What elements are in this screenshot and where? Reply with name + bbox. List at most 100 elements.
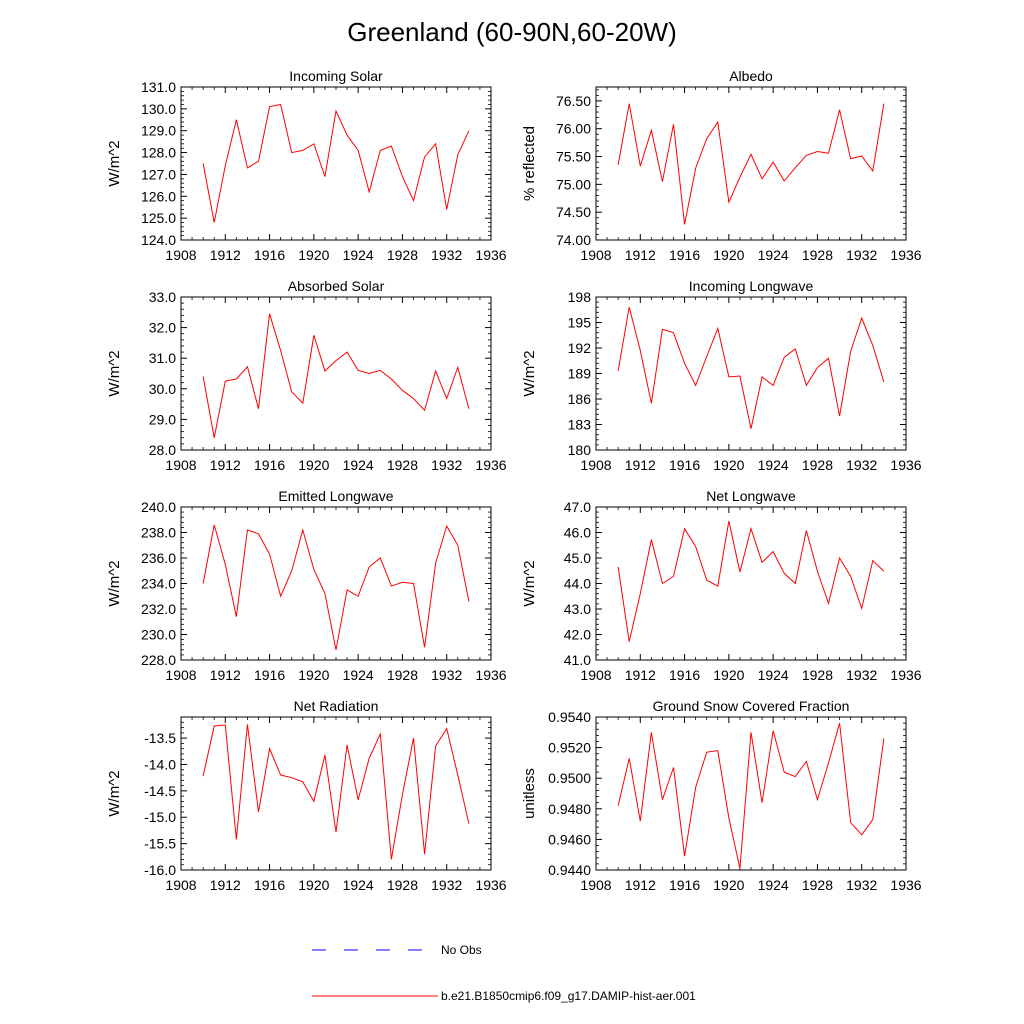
albedo-series-line xyxy=(617,103,885,225)
ground-snow-covered-fraction-ytick-label: 0.9440 xyxy=(548,862,591,878)
incoming-solar-xtick-label: 1924 xyxy=(343,247,374,263)
albedo-ytick-label: 75.50 xyxy=(556,149,591,165)
albedo-xtick-label: 1936 xyxy=(890,247,921,263)
net-longwave-xtick-label: 1912 xyxy=(625,667,656,683)
chart-net-longwave: Net Longwave W/m^2 1908 1912 1916 1920 1924 192… xyxy=(521,488,922,683)
net-longwave-title: Net Longwave xyxy=(706,488,796,504)
emitted-longwave-ytick-label: 240.0 xyxy=(141,499,176,515)
absorbed-solar-xtick-label: 1924 xyxy=(343,457,374,473)
albedo-ytick-label: 74.00 xyxy=(556,232,591,248)
ground-snow-covered-fraction-xtick-label: 1920 xyxy=(713,877,744,893)
incoming-longwave-ytick-label: 183 xyxy=(568,417,592,433)
net-radiation-xtick-label: 1916 xyxy=(254,877,285,893)
net-longwave-xtick-label: 1932 xyxy=(846,667,877,683)
chart-incoming-longwave: Incoming Longwave W/m^2 1908 1912 1916 1920 19… xyxy=(521,278,922,473)
net-longwave-series-line xyxy=(617,520,885,642)
albedo-ylabel: % reflected xyxy=(521,126,538,201)
emitted-longwave-ylabel: W/m^2 xyxy=(106,560,123,606)
absorbed-solar-xtick-label: 1936 xyxy=(475,457,506,473)
incoming-solar-xtick-label: 1912 xyxy=(210,247,241,263)
ground-snow-covered-fraction-ylabel: unitless xyxy=(521,768,538,819)
absorbed-solar-ytick-label: 33.0 xyxy=(149,289,176,305)
legend-no-obs-label: No Obs xyxy=(441,943,482,957)
incoming-solar-series-line xyxy=(202,103,470,223)
albedo-xtick-label: 1924 xyxy=(758,247,789,263)
incoming-solar-title: Incoming Solar xyxy=(289,68,383,84)
incoming-solar-ytick-label: 131.0 xyxy=(141,79,176,95)
emitted-longwave-series-line xyxy=(202,524,470,650)
chart-emitted-longwave: Emitted Longwave W/m^2 1908 1912 1916 1920 192… xyxy=(106,488,507,683)
incoming-solar-ytick-label: 130.0 xyxy=(141,101,176,117)
incoming-longwave-xtick-label: 1932 xyxy=(846,457,877,473)
emitted-longwave-ytick-label: 232.0 xyxy=(141,601,176,617)
net-radiation-ytick-label: -13.5 xyxy=(144,730,176,746)
emitted-longwave-title: Emitted Longwave xyxy=(278,488,393,504)
net-radiation-xtick-label: 1936 xyxy=(475,877,506,893)
absorbed-solar-ytick-label: 28.0 xyxy=(149,442,176,458)
ground-snow-covered-fraction-ytick-label: 0.9540 xyxy=(548,709,591,725)
emitted-longwave-xtick-label: 1924 xyxy=(343,667,374,683)
net-longwave-xtick-label: 1916 xyxy=(669,667,700,683)
ground-snow-covered-fraction-xtick-label: 1928 xyxy=(802,877,833,893)
albedo-ytick-label: 75.00 xyxy=(556,176,591,192)
figure-title: Greenland (60-90N,60-20W) xyxy=(347,17,677,47)
incoming-solar-ytick-label: 124.0 xyxy=(141,232,176,248)
absorbed-solar-ytick-label: 32.0 xyxy=(149,320,176,336)
albedo-ytick-label: 74.50 xyxy=(556,204,591,220)
incoming-solar-ytick-label: 127.0 xyxy=(141,166,176,182)
net-radiation-ytick-label: -14.0 xyxy=(144,756,176,772)
absorbed-solar-xtick-label: 1912 xyxy=(210,457,241,473)
net-longwave-ytick-label: 43.0 xyxy=(564,601,591,617)
chart-absorbed-solar: Absorbed Solar W/m^2 1908 1912 1916 1920 1924 1… xyxy=(106,278,507,473)
legend-model-label: b.e21.B1850cmip6.f09_g17.DAMIP-hist-aer.… xyxy=(441,989,696,1003)
incoming-longwave-ytick-label: 180 xyxy=(568,442,592,458)
ground-snow-covered-fraction-ytick-label: 0.9460 xyxy=(548,831,591,847)
net-longwave-xtick-label: 1936 xyxy=(890,667,921,683)
net-radiation-series-line xyxy=(202,724,470,860)
emitted-longwave-ytick-label: 238.0 xyxy=(141,525,176,541)
albedo-xtick-label: 1932 xyxy=(846,247,877,263)
emitted-longwave-xtick-label: 1932 xyxy=(431,667,462,683)
incoming-longwave-ytick-label: 186 xyxy=(568,391,592,407)
incoming-longwave-xtick-label: 1916 xyxy=(669,457,700,473)
absorbed-solar-xtick-label: 1916 xyxy=(254,457,285,473)
net-radiation-xtick-label: 1908 xyxy=(165,877,196,893)
net-longwave-ytick-label: 45.0 xyxy=(564,550,591,566)
incoming-solar-ytick-label: 129.0 xyxy=(141,123,176,139)
ground-snow-covered-fraction-xtick-label: 1912 xyxy=(625,877,656,893)
net-longwave-xtick-label: 1928 xyxy=(802,667,833,683)
emitted-longwave-xtick-label: 1936 xyxy=(475,667,506,683)
chart-incoming-solar: Incoming Solar W/m^2 1908 1912 1916 1920 1924 1… xyxy=(106,68,507,263)
net-radiation-title: Net Radiation xyxy=(294,698,379,714)
absorbed-solar-xtick-label: 1908 xyxy=(165,457,196,473)
emitted-longwave-ytick-label: 230.0 xyxy=(141,627,176,643)
ground-snow-covered-fraction-series-line xyxy=(617,722,885,869)
net-longwave-ytick-label: 41.0 xyxy=(564,652,591,668)
incoming-solar-ylabel: W/m^2 xyxy=(106,140,123,186)
ground-snow-covered-fraction-ytick-label: 0.9480 xyxy=(548,801,591,817)
emitted-longwave-xtick-label: 1916 xyxy=(254,667,285,683)
emitted-longwave-ytick-label: 234.0 xyxy=(141,576,176,592)
albedo-xtick-label: 1920 xyxy=(713,247,744,263)
incoming-longwave-ytick-label: 195 xyxy=(568,315,592,331)
ground-snow-covered-fraction-ytick-label: 0.9500 xyxy=(548,770,591,786)
incoming-solar-ytick-label: 126.0 xyxy=(141,188,176,204)
emitted-longwave-xtick-label: 1928 xyxy=(387,667,418,683)
emitted-longwave-ytick-label: 236.0 xyxy=(141,550,176,566)
incoming-longwave-xtick-label: 1920 xyxy=(713,457,744,473)
absorbed-solar-series-line xyxy=(202,313,470,438)
net-radiation-ylabel: W/m^2 xyxy=(106,770,123,816)
net-longwave-ylabel: W/m^2 xyxy=(521,560,538,606)
incoming-solar-xtick-label: 1928 xyxy=(387,247,418,263)
net-longwave-xtick-label: 1908 xyxy=(580,667,611,683)
ground-snow-covered-fraction-xtick-label: 1936 xyxy=(890,877,921,893)
absorbed-solar-ytick-label: 29.0 xyxy=(149,411,176,427)
net-longwave-xtick-label: 1924 xyxy=(758,667,789,683)
incoming-solar-ytick-label: 128.0 xyxy=(141,145,176,161)
net-radiation-ytick-label: -15.5 xyxy=(144,836,176,852)
absorbed-solar-ytick-label: 30.0 xyxy=(149,381,176,397)
incoming-longwave-ytick-label: 192 xyxy=(568,340,592,356)
